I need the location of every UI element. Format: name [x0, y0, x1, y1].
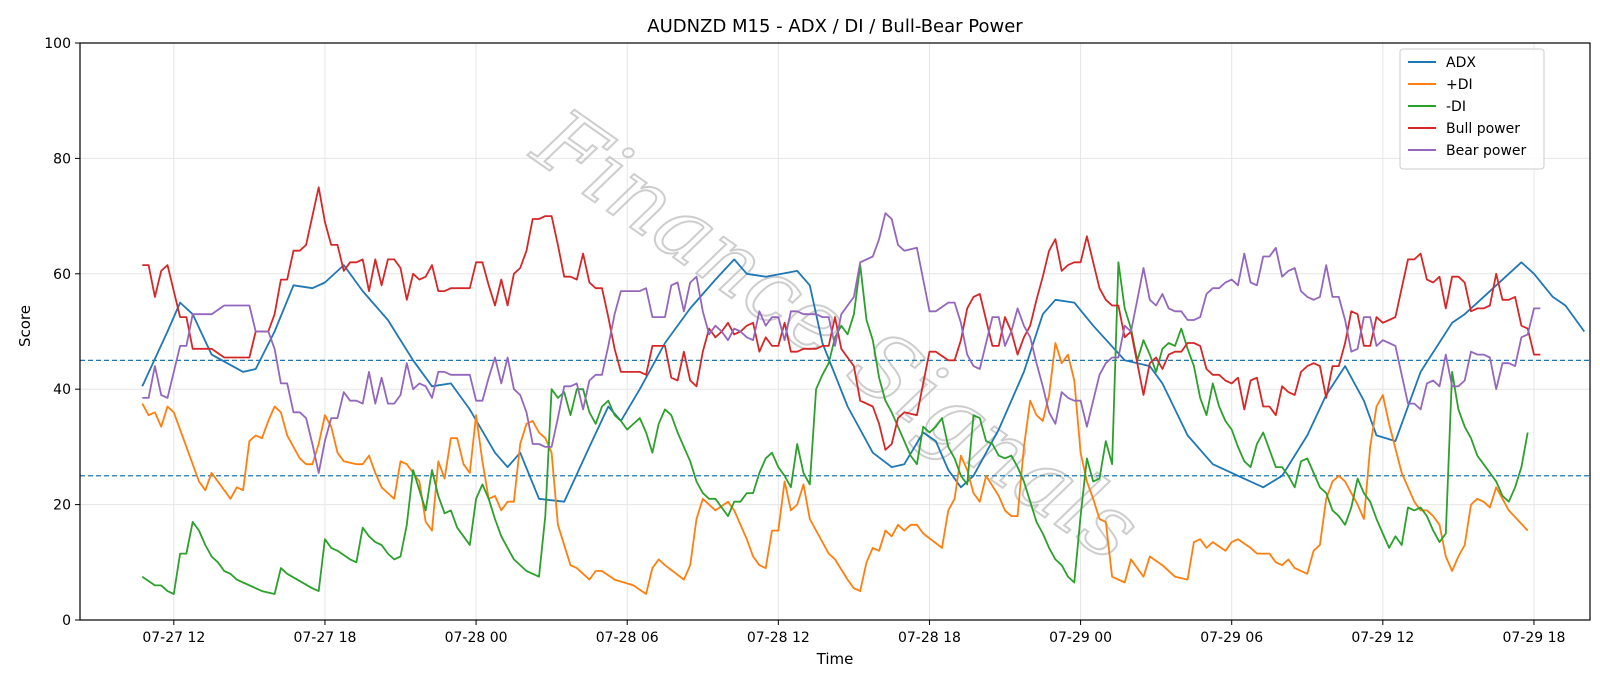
x-tick-label: 07-27 18	[293, 630, 356, 646]
x-tick-label: 07-28 06	[596, 630, 659, 646]
series-lines	[141, 186, 1586, 595]
x-tick-label: 07-29 18	[1502, 630, 1565, 646]
y-tick-label: 60	[53, 267, 71, 283]
legend-entry: -DI	[1446, 99, 1466, 115]
y-tick-label: 40	[53, 382, 71, 398]
y-tick-label: 80	[53, 151, 71, 167]
legend-entry: Bear power	[1446, 143, 1527, 159]
series-line-adx	[141, 258, 1586, 503]
x-axis-label: Time	[816, 650, 854, 668]
y-tick-label: 0	[62, 613, 71, 629]
x-tick-label: 07-28 12	[747, 630, 810, 646]
plot-frame	[79, 42, 1591, 621]
chart-title: AUDNZD M15 - ADX / DI / Bull-Bear Power	[647, 16, 1023, 37]
x-tick-label: 07-29 00	[1049, 630, 1112, 646]
x-tick-label: 07-29 12	[1351, 630, 1414, 646]
series-line-di	[141, 261, 1529, 595]
series-line-di	[141, 342, 1529, 595]
y-axis-label: Score	[16, 305, 34, 347]
x-tick-label: 07-29 06	[1200, 630, 1263, 646]
x-axis: 07-27 12 07-27 18 07-28 00 07-28 06 07-28 12…	[142, 620, 1565, 646]
legend-entry: Bull power	[1446, 121, 1520, 137]
x-tick-label: 07-28 18	[898, 630, 961, 646]
legend-entry: +DI	[1446, 77, 1473, 93]
series-line-bear-power	[142, 212, 1541, 474]
legend-box	[1399, 48, 1545, 170]
series-line-bull-power	[142, 186, 1541, 451]
legend: ADX +DI -DI Bull power Bear power	[1399, 48, 1545, 170]
y-axis: 0 20 40 60 80 100	[44, 36, 80, 629]
y-tick-label: 20	[53, 498, 71, 514]
x-tick-label: 07-27 12	[142, 630, 205, 646]
legend-entry: ADX	[1446, 55, 1476, 71]
y-tick-label: 100	[44, 36, 71, 52]
x-tick-label: 07-28 00	[445, 630, 508, 646]
